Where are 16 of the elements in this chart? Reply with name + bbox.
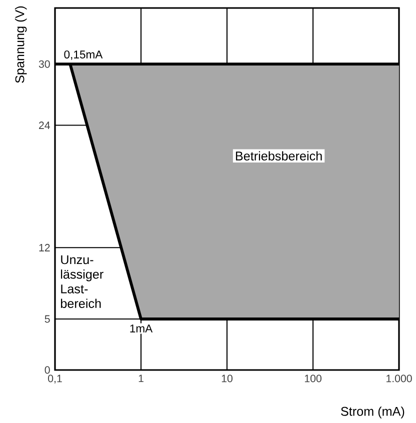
y-axis-title: Spannung (V)	[14, 6, 27, 83]
y-tick-label: 12	[39, 244, 50, 252]
annotation: Betriebsbereich	[236, 151, 322, 160]
annotation: 1mA	[130, 324, 153, 332]
y-tick-label: 0	[44, 366, 50, 374]
annotation: 0,15mA	[64, 50, 103, 60]
x-tick-label: 100	[304, 374, 322, 382]
x-tick-label: 1	[138, 374, 144, 382]
y-tick-label: 24	[39, 122, 50, 129]
y-tick-label: 5	[44, 315, 50, 323]
y-tick-label: 30	[38, 60, 50, 68]
x-axis-title: Strom (mA)	[341, 406, 404, 418]
x-tick-label: 1.000	[386, 374, 412, 382]
annotation: Unzu-lässiger Last-bereich	[60, 255, 104, 308]
x-tick-label: 10	[222, 374, 232, 382]
x-tick-label: 0,1	[48, 374, 62, 384]
